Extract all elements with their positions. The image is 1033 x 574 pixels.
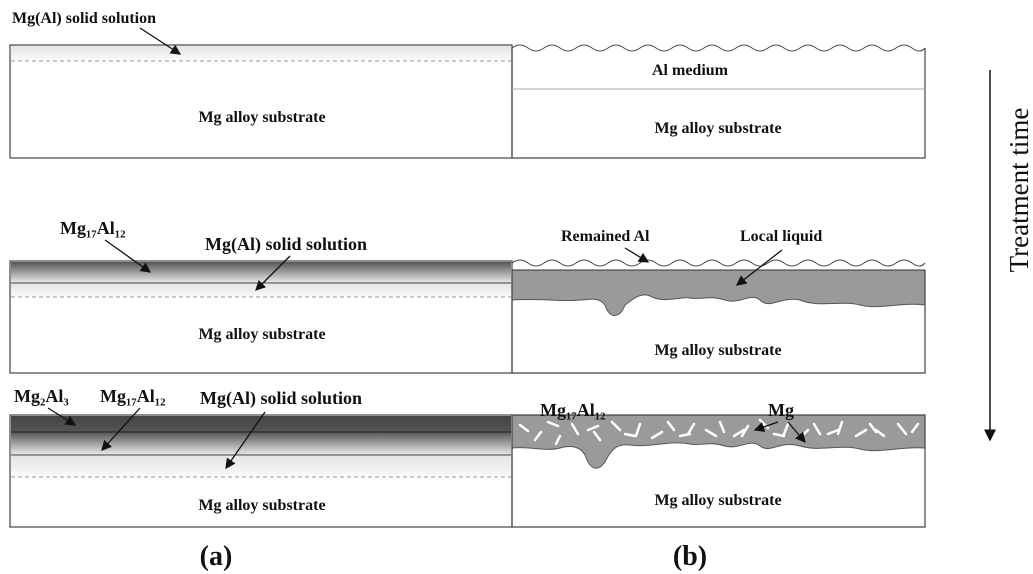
diagram: Mg(Al) solid solution Mg alloy substrate… — [0, 0, 1033, 574]
panel-b-stage-2: Remained Al Local liquid Mg alloy substr… — [512, 228, 925, 373]
panel-a-stage-2: Mg₁₇Al₁₂ Mg(Al) solid solution Mg alloy … — [10, 218, 512, 373]
label: Mg — [768, 400, 794, 420]
label: Al medium — [652, 62, 729, 79]
panel-b-stage-1: Al medium Mg alloy substrate — [512, 45, 925, 158]
substrate-label: Mg alloy substrate — [654, 342, 781, 359]
panel-a-stage-1: Mg(Al) solid solution Mg alloy substrate — [10, 10, 512, 158]
label: Remained Al — [561, 228, 650, 245]
substrate-label: Mg alloy substrate — [198, 326, 325, 343]
panel-b-stage-3: Mg₁₇Al₁₂ Mg Mg alloy substrate — [512, 400, 925, 527]
substrate-label: Mg alloy substrate — [198, 109, 325, 126]
label: Local liquid — [740, 228, 822, 245]
substrate-label: Mg alloy substrate — [654, 120, 781, 137]
label: Mg₁₇Al₁₂ — [60, 218, 126, 238]
panel-a-stage-3: Mg₂Al₃ Mg₁₇Al₁₂ Mg(Al) solid solution Mg… — [10, 386, 512, 527]
axis-label: Treatment time — [1004, 108, 1033, 273]
label: Mg(Al) solid solution — [12, 10, 156, 27]
label: Mg₂Al₃ — [14, 386, 69, 406]
label: Mg₁₇Al₁₂ — [100, 386, 166, 406]
label: Mg₁₇Al₁₂ — [540, 400, 606, 420]
label: Mg(Al) solid solution — [205, 234, 367, 255]
caption: (a) — [200, 541, 233, 572]
substrate-label: Mg alloy substrate — [198, 497, 325, 514]
label: Mg(Al) solid solution — [200, 388, 362, 409]
substrate-label: Mg alloy substrate — [654, 492, 781, 509]
caption: (b) — [673, 541, 707, 572]
